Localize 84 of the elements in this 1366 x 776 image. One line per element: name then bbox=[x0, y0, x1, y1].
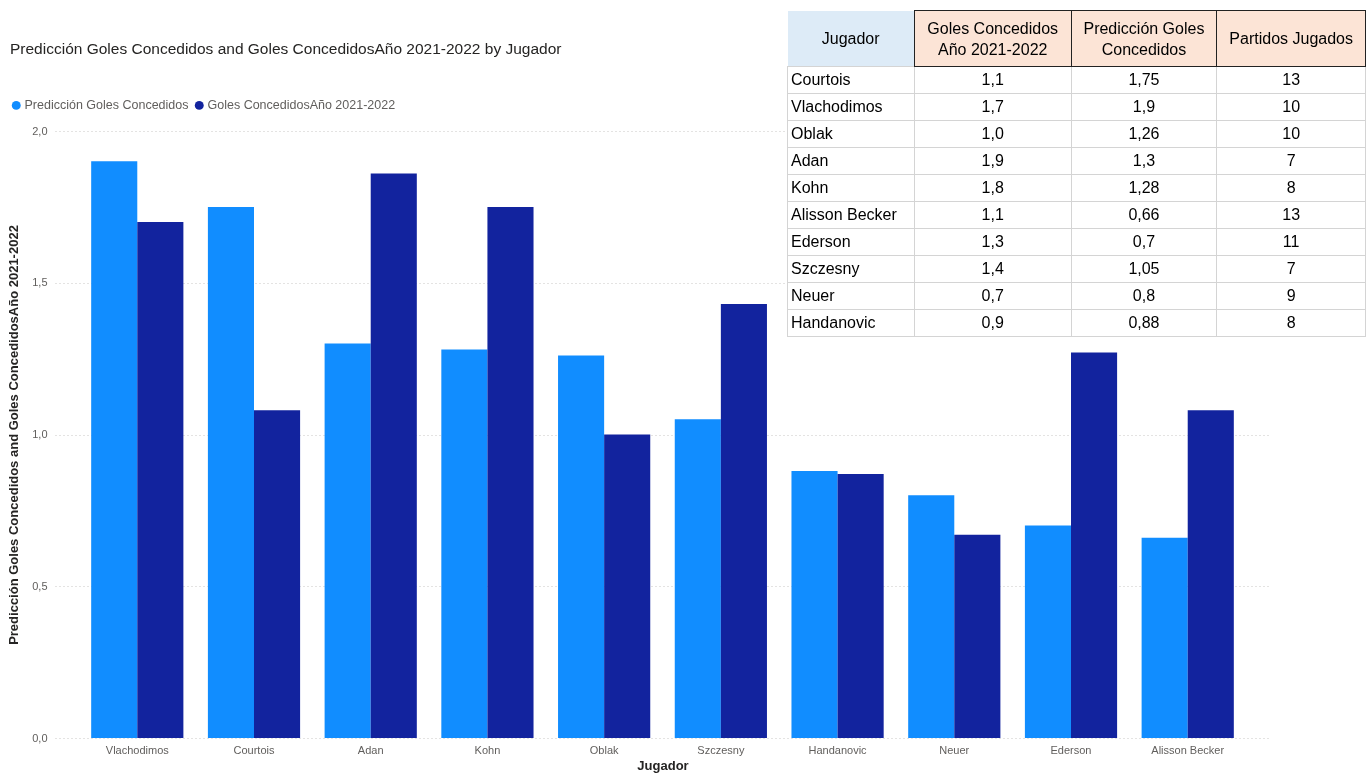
annotation: 1,28 bbox=[1071, 174, 1217, 202]
text: 1,9 bbox=[1071, 93, 1217, 121]
text: 11 bbox=[1216, 228, 1366, 256]
x-tick-label: Kohn bbox=[474, 743, 501, 756]
category-label: Predicción Goles Concedidos bbox=[1071, 10, 1217, 67]
annotation: 0,8 bbox=[1071, 282, 1217, 310]
x-tick-label: Szczesny bbox=[697, 743, 745, 756]
text: 7 bbox=[1216, 147, 1366, 175]
bar bbox=[1187, 410, 1234, 738]
x-tick-label: Adan bbox=[357, 743, 384, 756]
bar bbox=[324, 343, 371, 738]
category-label: Jugador bbox=[787, 10, 915, 67]
bar bbox=[674, 419, 721, 738]
annotation: Ederson bbox=[787, 228, 915, 256]
x-tick-label: Handanovic bbox=[808, 743, 868, 756]
annotation: 1,1 bbox=[914, 201, 1072, 229]
bar bbox=[370, 173, 417, 738]
x-tick-label: Vlachodimos bbox=[105, 743, 170, 756]
annotation: Alisson Becker bbox=[787, 201, 915, 229]
annotation: Szczesny bbox=[787, 255, 915, 283]
annotation: Adan bbox=[787, 147, 915, 175]
category-label: Partidos Jugados bbox=[1216, 10, 1366, 67]
bar bbox=[441, 349, 488, 738]
annotation: 0,7 bbox=[914, 282, 1072, 310]
y-tick-label: 2,0 bbox=[32, 124, 48, 137]
bar bbox=[207, 206, 254, 738]
bar bbox=[908, 495, 955, 738]
bar bbox=[1141, 537, 1188, 738]
bar bbox=[91, 161, 138, 738]
annotation: 0,88 bbox=[1071, 309, 1217, 337]
text: 1,1 bbox=[914, 66, 1072, 94]
bar bbox=[137, 222, 184, 738]
y-axis-title: Predicción Goles Concedidos and Goles ConcedidosAño 2021-2022 bbox=[6, 225, 22, 645]
annotation: 0,9 bbox=[914, 309, 1072, 337]
bar bbox=[791, 470, 838, 738]
x-tick-label: Courtois bbox=[233, 743, 275, 756]
annotation: 1,9 bbox=[914, 147, 1072, 175]
text: 1,75 bbox=[1071, 66, 1217, 94]
x-axis-title: Jugador bbox=[637, 757, 689, 773]
x-tick-label: Alisson Becker bbox=[1151, 743, 1225, 756]
text: 9 bbox=[1216, 282, 1366, 310]
x-tick-label: Ederson bbox=[1050, 743, 1092, 756]
text: 8 bbox=[1216, 174, 1366, 202]
text: 13 bbox=[1216, 66, 1366, 94]
y-tick-label: 1,0 bbox=[32, 428, 48, 440]
bar bbox=[487, 206, 534, 738]
annotation: Handanovic bbox=[787, 309, 915, 337]
y-tick-label: 0,0 bbox=[32, 731, 48, 744]
text: Courtois bbox=[787, 66, 915, 94]
legend-label: Predicción Goles Concedidos bbox=[24, 98, 189, 113]
legend-label: Goles ConcedidosAño 2021-2022 bbox=[207, 98, 396, 113]
text: 10 bbox=[1216, 120, 1366, 148]
text: 7 bbox=[1216, 255, 1366, 283]
x-tick-label: Oblak bbox=[589, 743, 619, 756]
annotation: 1,26 bbox=[1071, 120, 1217, 148]
annotation: 0,66 bbox=[1071, 201, 1217, 229]
bar bbox=[720, 304, 767, 738]
bar bbox=[1024, 525, 1071, 738]
annotation: Kohn bbox=[787, 174, 915, 202]
text: 13 bbox=[1216, 201, 1366, 229]
annotation: 1,4 bbox=[914, 255, 1072, 283]
annotation: 1,0 bbox=[914, 120, 1072, 148]
y-tick-label: 1,5 bbox=[32, 276, 48, 289]
chart-title: Predicción Goles Concedidos and Goles ConcedidosAño 2021-2022 by Jugador bbox=[10, 39, 562, 57]
text: 8 bbox=[1216, 309, 1366, 337]
annotation: 1,3 bbox=[1071, 147, 1217, 175]
bar bbox=[837, 473, 884, 738]
annotation: 1,3 bbox=[914, 228, 1072, 256]
annotation: 1,05 bbox=[1071, 255, 1217, 283]
text: Vlachodimos bbox=[787, 93, 915, 121]
annotation: Neuer bbox=[787, 282, 915, 310]
bar bbox=[604, 434, 651, 738]
text: 10 bbox=[1216, 93, 1366, 121]
bar bbox=[1071, 352, 1118, 738]
bar bbox=[254, 410, 301, 738]
text: 1,7 bbox=[914, 93, 1072, 121]
category-label: Goles Concedidos Año 2021-2022 bbox=[914, 10, 1072, 67]
x-tick-label: Neuer bbox=[939, 743, 970, 756]
annotation: 0,7 bbox=[1071, 228, 1217, 256]
y-tick-label: 0,5 bbox=[32, 579, 48, 592]
annotation: Oblak bbox=[787, 120, 915, 148]
bar bbox=[558, 355, 605, 738]
bar bbox=[954, 534, 1001, 738]
annotation: 1,8 bbox=[914, 174, 1072, 202]
